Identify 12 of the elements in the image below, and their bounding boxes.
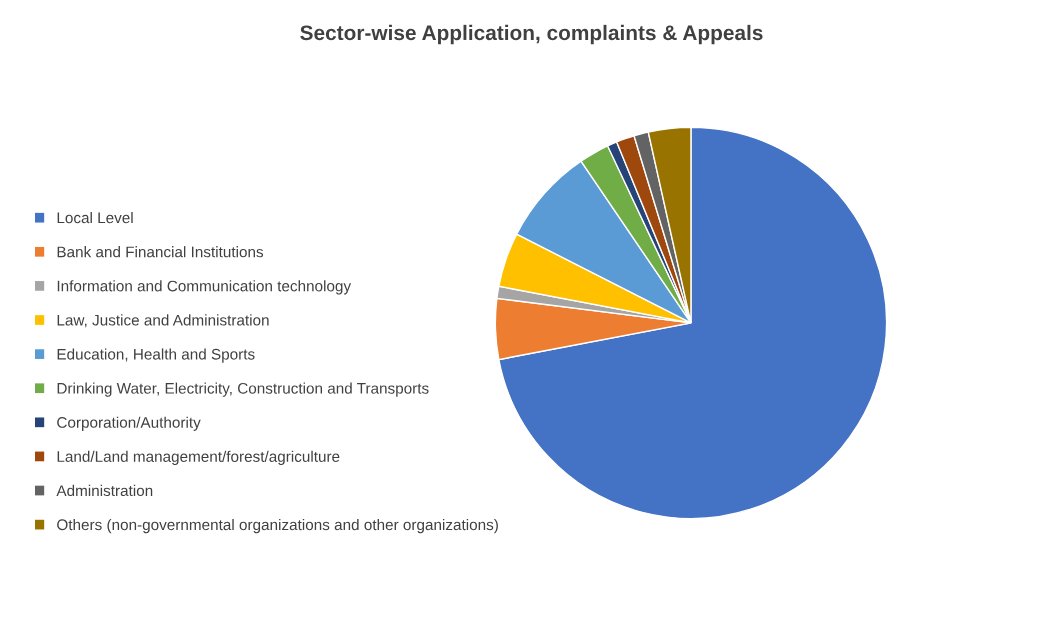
legend-label: Drinking Water, Electricity, Construction and Transports (57, 382, 429, 397)
legend-label: Local Level (57, 212, 133, 224)
legend-label: Corporation/Authority (57, 416, 201, 431)
legend-label: Bank and Financial Institutions (57, 246, 264, 258)
legend-label: Land/Land management/forest/agriculture (57, 450, 340, 465)
legend-label: Law, Justice and Administration (57, 314, 269, 328)
legend-label: Information and Communication technology (57, 280, 352, 295)
chart-title: Sector-wise Application, complaints & Appeals (300, 24, 763, 45)
legend-label: Administration (56, 484, 153, 497)
legend-label: Education, Health and Sports (57, 348, 255, 363)
legend-label: Others (non-governmental organizations and other organizations) (57, 518, 498, 534)
pie-slice (498, 126, 888, 520)
